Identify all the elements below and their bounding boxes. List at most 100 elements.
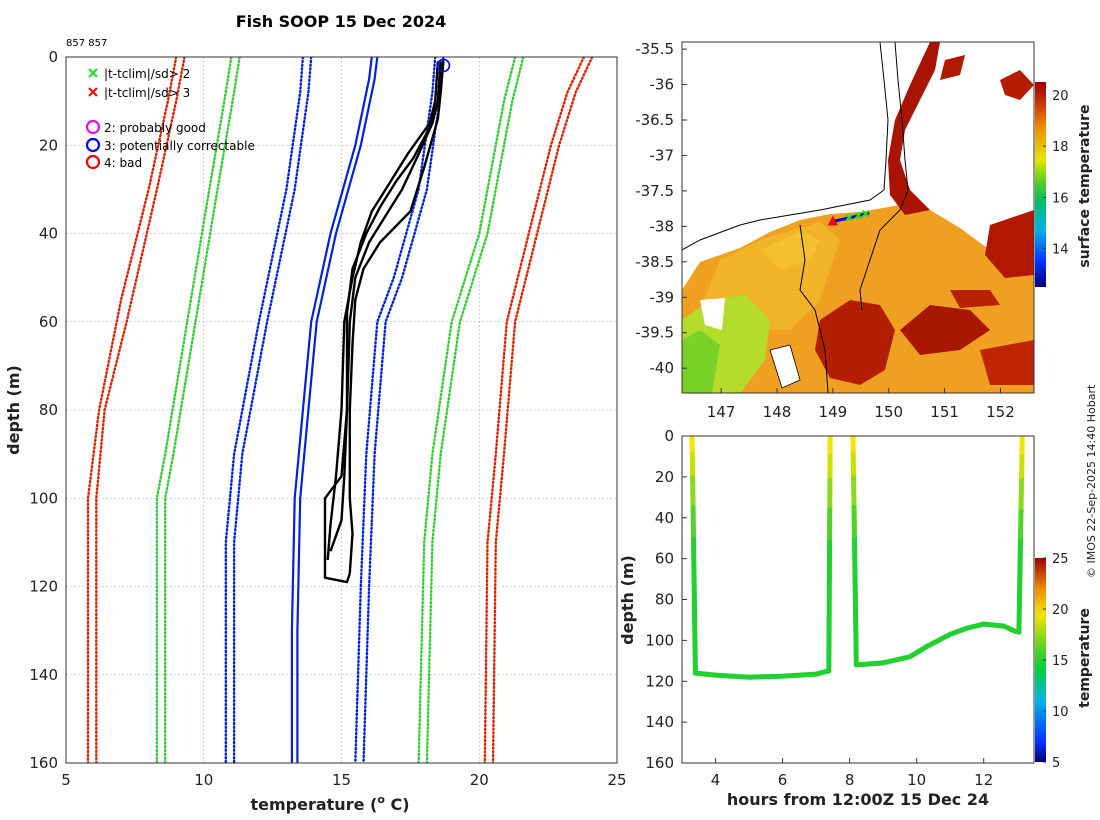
section-points — [689, 436, 1025, 680]
section-ytick-label: 80 — [655, 591, 674, 609]
track-green-x-marker — [845, 213, 853, 222]
magenta-circle-icon — [85, 119, 101, 135]
map-ytick-label: -35.5 — [635, 40, 674, 58]
section-xtick-label: 6 — [778, 771, 788, 789]
profile-ytick-label: 40 — [39, 225, 58, 243]
map-axes-box — [681, 41, 1035, 394]
sst-eac-band — [888, 42, 940, 215]
profile-series-clim_red_right2 — [491, 57, 594, 763]
map-xtick-label: 152 — [986, 403, 1015, 421]
cloud-gap — [700, 298, 725, 330]
sst-eddy-south — [815, 300, 895, 385]
credit-text: © IMOS 22-Sep-2025 14:40 Hobart — [1085, 384, 1098, 578]
section-colorbar-label: temperature — [1077, 608, 1093, 708]
profile-series-clim_blue_right — [354, 57, 437, 763]
profile-series-clim_red_left2 — [95, 57, 186, 763]
profile-ytick-label: 20 — [39, 136, 58, 154]
section-ytick-label: 40 — [655, 509, 674, 527]
profile-series-clim_green_right2 — [425, 57, 525, 763]
land-mainland — [682, 42, 888, 250]
sst-eddy-southeast — [980, 340, 1034, 385]
map-ytick-label: -38.5 — [635, 253, 674, 271]
coastline — [682, 42, 889, 251]
profile-ytick-label: 0 — [48, 48, 58, 66]
profile-series-clim_blue_left2 — [232, 57, 313, 763]
profile-id-label: 857 857 — [66, 38, 107, 49]
section-ytick-label: 120 — [645, 672, 674, 690]
profile-series-clim_green_right — [417, 57, 517, 763]
section-xlabel: hours from 12:00Z 15 Dec 24 — [727, 790, 989, 809]
section-colorbar-tick-label: 15 — [1052, 654, 1069, 669]
sst-eac-patch — [940, 55, 965, 80]
profile-ytick-label: 160 — [29, 754, 58, 772]
section-point — [827, 436, 833, 441]
shelf-contour-east — [859, 42, 909, 311]
green-x-icon — [88, 68, 98, 78]
island — [769, 344, 801, 389]
profile-xtick-label: 25 — [607, 771, 626, 789]
map-xtick-label: 149 — [819, 403, 848, 421]
section-colorbar-tick-label: 5 — [1052, 756, 1060, 771]
blue-circle-icon — [85, 137, 101, 153]
legend-magenta-o: 2: probably good — [85, 119, 206, 135]
legend-blue-o-label: 3: potentially correctable — [104, 139, 255, 153]
profile-ylabel: depth (m) — [4, 365, 23, 455]
red-circle-icon — [85, 154, 101, 170]
profile-series-clim_green_left2 — [164, 57, 241, 763]
map-xtick-label: 151 — [930, 403, 959, 421]
profile-series-clim_red_left — [86, 57, 178, 763]
map-ticks: 147 148 149 150 151 152 -35.5 -36 -36.5 -37 -37.5 -… — [635, 40, 1015, 421]
profile-ytick-label: 60 — [39, 313, 58, 331]
profile-ytick-label: 80 — [39, 401, 58, 419]
legend-green-x-label: |t-tclim|/sd> 2 — [104, 67, 190, 81]
section-colorbar-tick-label: 10 — [1052, 705, 1069, 720]
legend-magenta-o-label: 2: probably good — [104, 121, 206, 135]
map-colorbar-tick-label: 14 — [1052, 243, 1069, 258]
map-ytick-label: -38 — [650, 217, 675, 235]
legend-red-x: |t-tclim|/sd> 3 — [88, 86, 190, 100]
profile-series-clim_red_right — [483, 57, 586, 763]
ship-track-markers — [827, 210, 870, 226]
section-colorbar-tick-label: 20 — [1052, 603, 1069, 618]
profile-series-cast_3 — [323, 61, 442, 584]
section-ytick-label: 20 — [655, 468, 674, 486]
section-xtick-label: 10 — [907, 771, 926, 789]
map-ytick-label: -40 — [650, 359, 675, 377]
profile-xtick-label: 20 — [470, 771, 489, 789]
profile-legend: |t-tclim|/sd> 2 |t-tclim|/sd> 3 2: proba… — [85, 67, 255, 170]
section-ylabel: depth (m) — [618, 555, 637, 645]
section-ytick-label: 100 — [645, 631, 674, 649]
sst-coolest-area — [682, 330, 720, 393]
profile-ytick-label: 100 — [29, 489, 58, 507]
section-point — [1019, 436, 1025, 441]
map-colorbar-tick-label: 16 — [1052, 191, 1069, 206]
profile-xtick-label: 10 — [194, 771, 213, 789]
map-colorbar-tick-label: 20 — [1052, 89, 1069, 104]
profile-series-clim_green_left — [155, 57, 233, 763]
sst-offshore-patch — [1000, 70, 1034, 100]
section-colorbar-ticks: 25 20 15 10 5 — [1043, 552, 1069, 771]
map-colorbar-tick-label: 18 — [1052, 140, 1069, 155]
red-x-icon — [88, 87, 98, 97]
sst-eddy-northeast — [985, 210, 1034, 278]
track-green-x-marker — [854, 211, 862, 220]
map-ytick-label: -37.5 — [635, 182, 674, 200]
map-ytick-label: -39 — [650, 288, 675, 306]
profile-series-clim_mean2 — [296, 57, 379, 763]
track-start-marker — [827, 215, 838, 226]
map-ytick-label: -36.5 — [635, 111, 674, 129]
map-ytick-label: -36 — [650, 76, 675, 94]
shelf-contour-west — [799, 224, 829, 393]
profile-series-cast_4 — [348, 61, 445, 574]
map-colorbar-label: surface temperature — [1077, 104, 1093, 267]
track-green-x-marker — [861, 210, 870, 218]
profile-series-cast_2 — [329, 61, 442, 552]
map-panel: 147 148 149 150 151 152 -35.5 -36 -36.5 -37 -37.5 -… — [635, 40, 1093, 421]
section-ytick-label: 160 — [645, 754, 674, 772]
section-colorbar — [1035, 558, 1046, 762]
map-xtick-label: 150 — [874, 403, 903, 421]
section-xtick-label: 12 — [974, 771, 993, 789]
